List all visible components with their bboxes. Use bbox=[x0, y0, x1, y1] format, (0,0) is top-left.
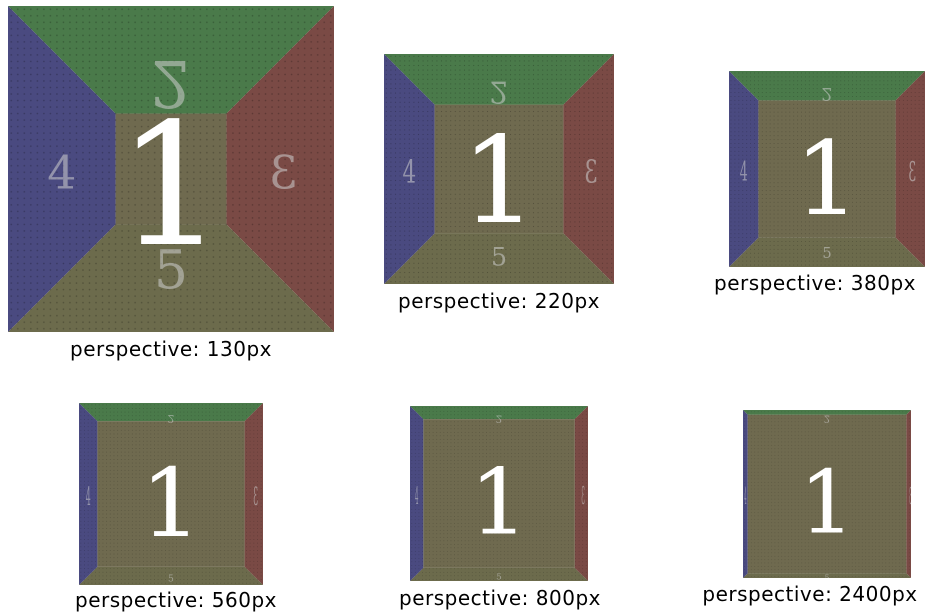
back-face-number: 1 bbox=[117, 87, 225, 284]
back-face-number: 1 bbox=[141, 449, 202, 558]
bottom-face-number: 5 bbox=[496, 573, 502, 581]
top-face-number: 2 bbox=[150, 45, 191, 120]
right-face-number: 3 bbox=[908, 156, 916, 188]
back-face-number: 1 bbox=[461, 112, 537, 251]
caption-800: perspective: 800px bbox=[399, 586, 601, 610]
top-face-number: 2 bbox=[167, 412, 174, 425]
perspective-demo-380: 2 3 4 5 1 bbox=[729, 71, 925, 267]
right-face-number: 3 bbox=[909, 482, 911, 510]
texture bbox=[729, 71, 925, 267]
cube-render: 2 3 4 5 1 bbox=[743, 410, 911, 578]
bottom-face-number: 5 bbox=[168, 574, 174, 584]
texture bbox=[743, 410, 911, 578]
texture bbox=[79, 403, 263, 585]
back-face-number: 1 bbox=[795, 120, 860, 239]
right-face-number: 3 bbox=[584, 155, 598, 191]
right-face-number: 3 bbox=[581, 482, 585, 511]
cube-render: 2 3 4 51 bbox=[8, 6, 334, 332]
caption-130: perspective: 130px bbox=[70, 337, 272, 361]
perspective-demo-2400: 2 3 4 5 1 bbox=[743, 410, 911, 578]
top-face-number: 2 bbox=[489, 73, 508, 108]
top-face-number: 2 bbox=[821, 83, 832, 103]
top-face-number: 2 bbox=[496, 412, 503, 424]
left-face-number: 4 bbox=[740, 156, 748, 188]
perspective-demo-560: 2 3 4 5 1 bbox=[79, 403, 263, 585]
texture bbox=[410, 406, 588, 581]
back-face-number: 1 bbox=[470, 449, 529, 555]
left-face-number: 4 bbox=[402, 155, 416, 191]
texture bbox=[8, 6, 334, 332]
caption-220: perspective: 220px bbox=[398, 289, 600, 313]
bottom-face-number: 5 bbox=[824, 573, 829, 578]
right-face-number: 3 bbox=[253, 483, 258, 511]
left-face-number: 4 bbox=[744, 482, 746, 510]
cube-render: 2 3 4 5 1 bbox=[79, 403, 263, 585]
back-face-number: 1 bbox=[799, 452, 855, 554]
right-face-number: 3 bbox=[269, 147, 298, 200]
cube-render: 2 3 4 51 bbox=[384, 54, 614, 284]
left-face-number: 4 bbox=[47, 147, 76, 200]
cube-render: 2 3 4 5 1 bbox=[729, 71, 925, 267]
bottom-face-number: 5 bbox=[154, 238, 188, 301]
cube-render: 2 3 4 5 1 bbox=[410, 406, 588, 581]
perspective-demo-800: 2 3 4 5 1 bbox=[410, 406, 588, 581]
texture bbox=[384, 54, 614, 284]
left-face-number: 4 bbox=[86, 483, 91, 511]
top-face-number: 2 bbox=[824, 412, 830, 423]
caption-560: perspective: 560px bbox=[75, 588, 277, 612]
caption-380: perspective: 380px bbox=[714, 271, 916, 295]
left-face-number: 4 bbox=[415, 482, 419, 511]
bottom-face-number: 5 bbox=[822, 245, 831, 262]
bottom-face-number: 5 bbox=[491, 243, 507, 272]
caption-2400: perspective: 2400px bbox=[702, 582, 918, 606]
